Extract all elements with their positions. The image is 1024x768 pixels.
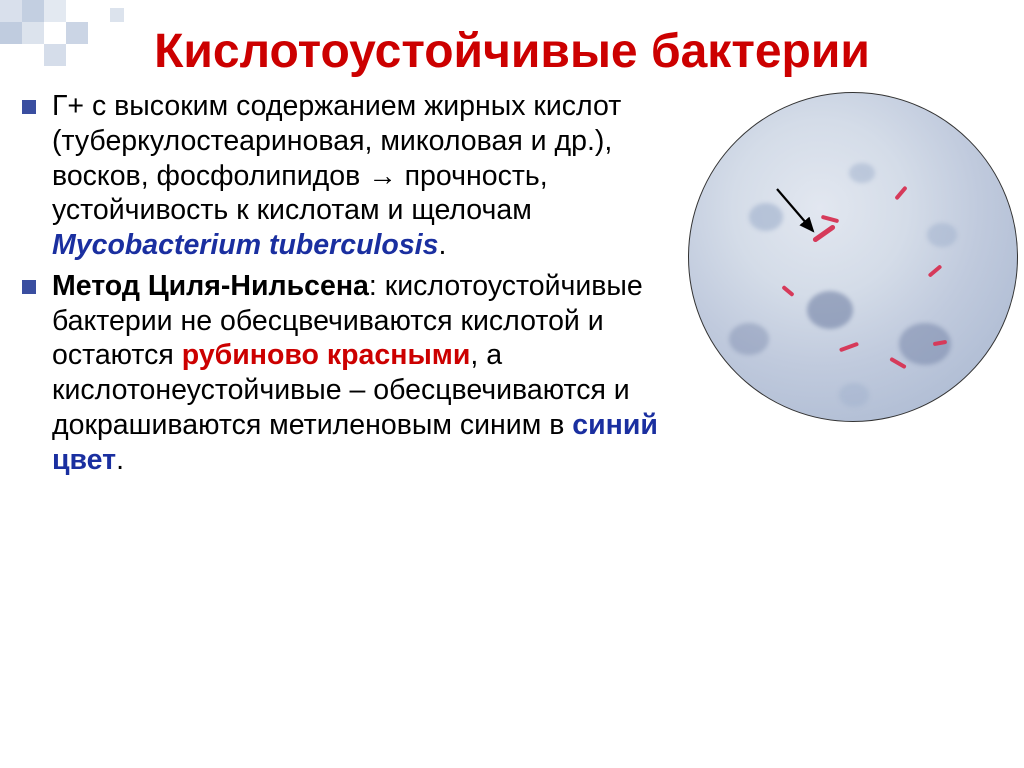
bullet1-pre: Г+ с высоким содержанием жирных кислот (… <box>52 90 621 226</box>
cell-blob <box>849 163 875 183</box>
cell-blob <box>729 323 769 355</box>
bullet-item-1: Г+ с высоким содержанием жирных кислот (… <box>8 89 668 263</box>
bullet1-post: . <box>438 229 446 261</box>
cell-blob <box>839 383 869 407</box>
corner-square <box>66 22 88 44</box>
corner-square <box>22 0 44 22</box>
corner-square <box>0 22 22 44</box>
micrograph-circle <box>688 92 1018 422</box>
corner-square <box>22 22 44 44</box>
corner-square <box>0 0 22 22</box>
bullet-list: Г+ с высоким содержанием жирных кислот (… <box>8 89 668 477</box>
micrograph-figure <box>688 92 1018 422</box>
corner-square <box>110 8 124 22</box>
corner-square <box>44 0 66 22</box>
corner-square <box>44 44 66 66</box>
cell-blob <box>927 223 957 247</box>
bullet2-red: рубиново красными <box>182 339 471 371</box>
bullet-item-2: Метод Циля-Нильсена: кислотоустойчивые б… <box>8 269 668 478</box>
cell-blob <box>807 291 853 329</box>
cell-blob <box>749 203 783 231</box>
bullet2-post: . <box>116 444 124 476</box>
pointer-arrow-icon <box>689 93 1018 422</box>
corner-decoration <box>0 0 160 60</box>
bullet1-species: Mycobacterium tuberculosis <box>52 229 438 261</box>
bullet2-lead: Метод Циля-Нильсена <box>52 270 369 302</box>
